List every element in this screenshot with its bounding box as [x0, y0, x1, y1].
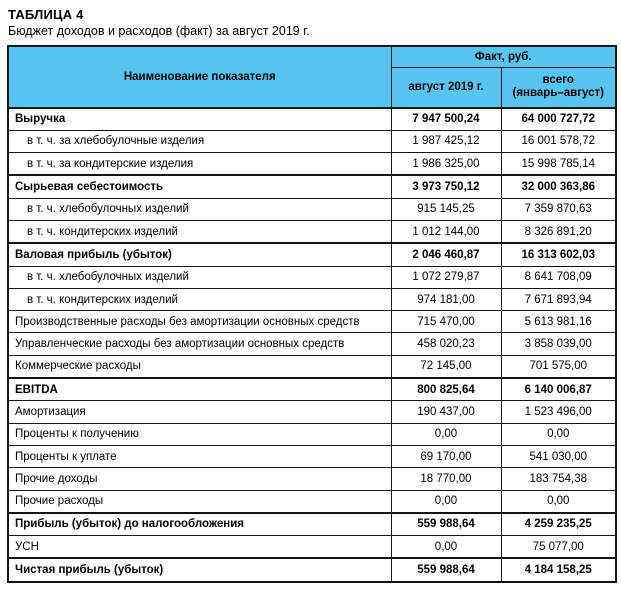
title-block: ТАБЛИЦА 4 Бюджет доходов и расходов (фак… [0, 0, 621, 39]
row-value-total: 16 313 602,03 [500, 242, 617, 267]
row-value-august: 3 973 750,12 [390, 174, 502, 199]
row-indicator-name: Амортизация [7, 400, 392, 424]
column-header-indicator: Наименование показателя [7, 45, 392, 108]
row-value-august: 1 072 279,87 [390, 265, 502, 289]
table-row: УСН 0,00 75 077,00 [7, 535, 617, 559]
row-value-august: 69 170,00 [390, 444, 502, 469]
row-value-total: 7 359 870,63 [500, 197, 617, 221]
row-indicator-name: в т. ч. кондитерских изделий [7, 287, 392, 312]
row-indicator-name: УСН [7, 535, 392, 559]
row-value-total: 701 575,00 [500, 354, 617, 379]
row-value-august: 0,00 [390, 489, 502, 514]
row-value-august: 0,00 [390, 422, 502, 446]
row-indicator-name: Валовая прибыль (убыток) [7, 242, 392, 267]
table-row: Проценты к получению 0,00 0,00 [7, 422, 617, 446]
row-indicator-name: EBITDA [7, 377, 392, 402]
row-value-august: 559 988,64 [390, 512, 502, 537]
row-indicator-name: Производственные расходы без амортизации… [7, 310, 392, 334]
table-row: Валовая прибыль (убыток) 2 046 460,87 16 3… [7, 242, 617, 267]
header-row-group: Наименование показателя Факт, руб. [7, 45, 617, 108]
row-value-august: 18 770,00 [390, 467, 502, 491]
table-row: Прочие доходы 18 770,00 183 754,38 [7, 467, 617, 491]
row-value-august: 559 988,64 [390, 557, 502, 583]
row-value-august: 1 012 144,00 [390, 219, 502, 244]
row-indicator-name: Проценты к получению [7, 422, 392, 446]
table-row: EBITDA 800 825,64 6 140 006,87 [7, 377, 617, 402]
row-value-total: 183 754,38 [500, 467, 617, 491]
table-row: Прибыль (убыток) до налогообложения 559 9… [7, 512, 617, 537]
table-row: в т. ч. хлебобулочных изделий 1 072 279,8… [7, 265, 617, 289]
row-value-total: 3 858 039,00 [500, 332, 617, 356]
table-row: Чистая прибыль (убыток) 559 988,64 4 184 1… [7, 557, 617, 583]
row-indicator-name: в т. ч. за кондитерские изделия [7, 152, 392, 176]
table-row: Управленческие расходы без амортизации о… [7, 332, 617, 356]
table-label: ТАБЛИЦА 4 [8, 7, 84, 22]
table-body: Выручка 7 947 500,24 64 000 727,72 в т. ч. … [7, 107, 617, 583]
row-value-total: 8 641 708,09 [500, 265, 617, 289]
row-value-august: 1 987 425,12 [390, 129, 502, 154]
row-value-total: 8 326 891,20 [500, 219, 617, 244]
table-row: Прочие расходы 0,00 0,00 [7, 489, 617, 514]
row-indicator-name: в т. ч. хлебобулочных изделий [7, 265, 392, 289]
row-value-total: 64 000 727,72 [500, 107, 617, 131]
table-row: Сырьевая себестоимость 3 973 750,12 32 000… [7, 174, 617, 199]
row-indicator-name: в т. ч. за хлебобулочные изделия [7, 129, 392, 154]
table-row: в т. ч. кондитерских изделий 974 181,00 7 … [7, 287, 617, 312]
row-value-total: 0,00 [500, 489, 617, 514]
row-value-august: 915 145,25 [390, 197, 502, 221]
row-value-total: 6 140 006,87 [500, 377, 617, 402]
row-value-total: 541 030,00 [500, 444, 617, 469]
table-header: Наименование показателя Факт, руб. авгус… [7, 45, 617, 108]
row-value-august: 458 020,23 [390, 332, 502, 356]
row-indicator-name: Коммерческие расходы [7, 354, 392, 379]
row-value-total: 5 613 981,16 [500, 310, 617, 334]
table-row: в т. ч. за кондитерские изделия 1 986 325… [7, 152, 617, 176]
row-indicator-name: Управленческие расходы без амортизации о… [7, 332, 392, 356]
row-value-total: 0,00 [500, 422, 617, 446]
table-row: Проценты к уплате 69 170,00 541 030,00 [7, 444, 617, 469]
table-row: Коммерческие расходы 72 145,00 701 575,00 [7, 354, 617, 379]
column-header-august: август 2019 г. [390, 66, 502, 108]
row-value-august: 974 181,00 [390, 287, 502, 312]
column-header-total: всего (январь–август) [500, 66, 617, 108]
row-value-total: 7 671 893,94 [500, 287, 617, 312]
header-row-periods: август 2019 г. всего (январь–август) [8, 66, 617, 108]
row-value-august: 72 145,00 [390, 354, 502, 379]
table-row: Амортизация 190 437,00 1 523 496,00 [7, 400, 617, 424]
row-indicator-name: Чистая прибыль (убыток) [7, 557, 392, 583]
table-row: в т. ч. хлебобулочных изделий 915 145,25 7… [7, 197, 617, 221]
table-row: в т. ч. кондитерских изделий 1 012 144,00… [7, 219, 617, 244]
row-indicator-name: Прочие доходы [7, 467, 392, 491]
row-value-august: 190 437,00 [390, 400, 502, 424]
row-value-total: 16 001 578,72 [500, 129, 617, 154]
row-value-total: 4 259 235,25 [500, 512, 617, 537]
row-indicator-name: в т. ч. кондитерских изделий [7, 219, 392, 244]
row-indicator-name: Сырьевая себестоимость [7, 174, 392, 199]
table-row: в т. ч. за хлебобулочные изделия 1 987 42… [7, 129, 617, 154]
row-value-total: 15 998 785,14 [500, 152, 617, 176]
row-value-total: 32 000 363,86 [500, 174, 617, 199]
row-indicator-name: Проценты к уплате [7, 444, 392, 469]
budget-table: Наименование показателя Факт, руб. авгус… [7, 45, 618, 583]
row-indicator-name: Выручка [7, 107, 392, 131]
row-value-total: 1 523 496,00 [500, 400, 617, 424]
row-value-august: 800 825,64 [390, 377, 502, 402]
row-value-total: 4 184 158,25 [500, 557, 617, 583]
table-row: Выручка 7 947 500,24 64 000 727,72 [7, 107, 617, 131]
row-indicator-name: Прибыль (убыток) до налогообложения [7, 512, 392, 537]
row-value-august: 715 470,00 [390, 310, 502, 334]
column-header-fact-group: Факт, руб. [390, 45, 617, 68]
row-indicator-name: Прочие расходы [7, 489, 392, 514]
row-value-august: 1 986 325,00 [390, 152, 502, 176]
row-value-august: 2 046 460,87 [390, 242, 502, 267]
table-row: Производственные расходы без амортизации… [7, 310, 617, 334]
row-value-august: 7 947 500,24 [390, 107, 502, 131]
row-indicator-name: в т. ч. хлебобулочных изделий [7, 197, 392, 221]
row-value-august: 0,00 [390, 535, 502, 559]
row-value-total: 75 077,00 [500, 535, 617, 559]
table-subtitle: Бюджет доходов и расходов (факт) за авгу… [8, 24, 310, 38]
